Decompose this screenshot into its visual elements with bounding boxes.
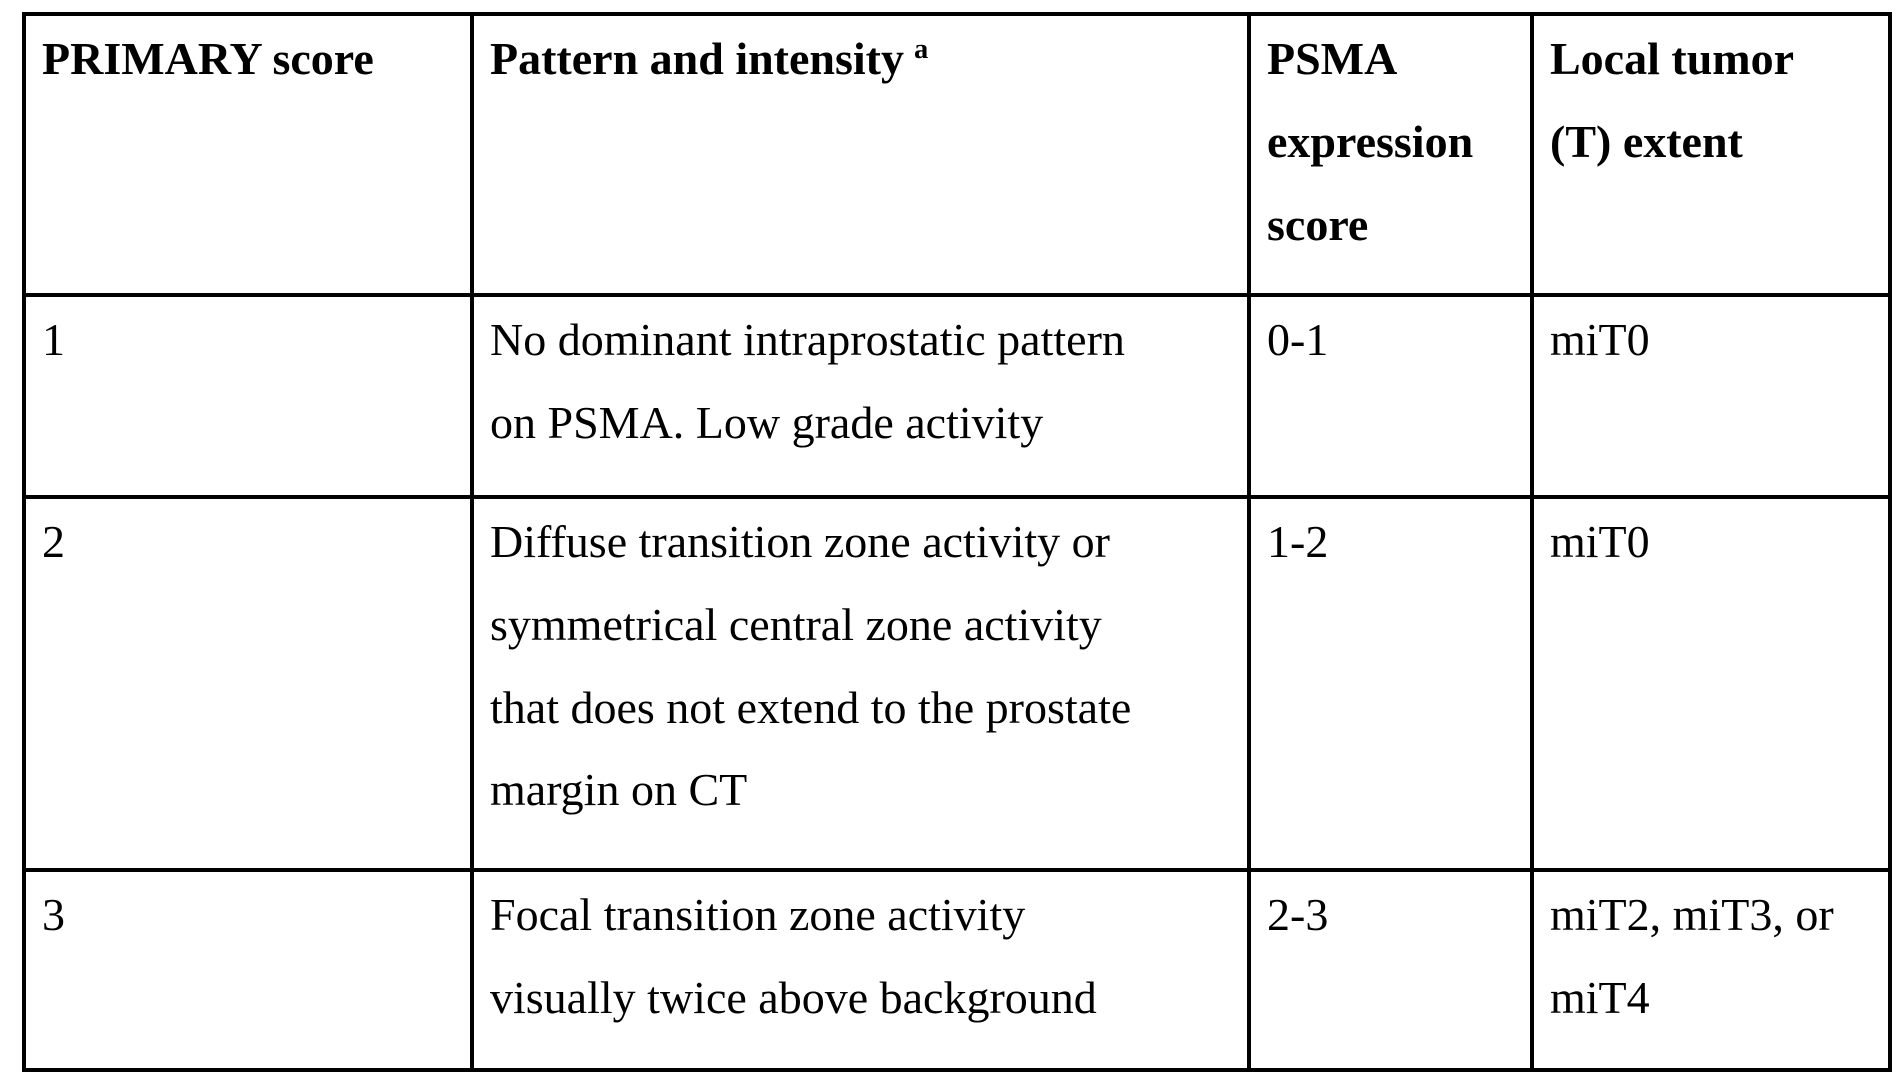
header-row: PRIMARY score Pattern and intensity a PSM…	[22, 12, 1892, 297]
col-header-local-tumor-extent: Local tumor (T) extent	[1530, 12, 1892, 297]
col-header-psma-expression-score: PSMA expression score	[1247, 12, 1534, 297]
cell-pattern: No dominant intraprostatic pattern on PS…	[470, 293, 1251, 499]
col-header-pattern-intensity: Pattern and intensity a	[470, 12, 1251, 297]
primary-score-table: PRIMARY score Pattern and intensity a PSM…	[22, 12, 1892, 1072]
cell-primary-score: 3	[22, 868, 474, 1072]
cell-pattern: Diffuse transition zone activity or symm…	[470, 495, 1251, 872]
cell-local-extent: miT0	[1530, 293, 1892, 499]
cell-pattern: Focal transition zone activity visually …	[470, 868, 1251, 1072]
col-header-label: Pattern and intensity	[490, 33, 904, 84]
footnote-marker-a: a	[914, 33, 929, 65]
table-row: 3 Focal transition zone activity visuall…	[22, 868, 1892, 1072]
col-header-label: PSMA expression score	[1267, 33, 1474, 250]
table-row: 2 Diffuse transition zone activity or sy…	[22, 495, 1892, 872]
cell-psma-score: 1-2	[1247, 495, 1534, 872]
col-header-primary-score: PRIMARY score	[22, 12, 474, 297]
table-row: 1 No dominant intraprostatic pattern on …	[22, 293, 1892, 499]
col-header-label: Local tumor (T) extent	[1550, 33, 1795, 167]
cell-local-extent: miT2, miT3, or miT4	[1530, 868, 1892, 1072]
col-header-label: PRIMARY score	[42, 33, 374, 84]
cell-psma-score: 2-3	[1247, 868, 1534, 1072]
cell-primary-score: 2	[22, 495, 474, 872]
cell-primary-score: 1	[22, 293, 474, 499]
cell-psma-score: 0-1	[1247, 293, 1534, 499]
cell-local-extent: miT0	[1530, 495, 1892, 872]
